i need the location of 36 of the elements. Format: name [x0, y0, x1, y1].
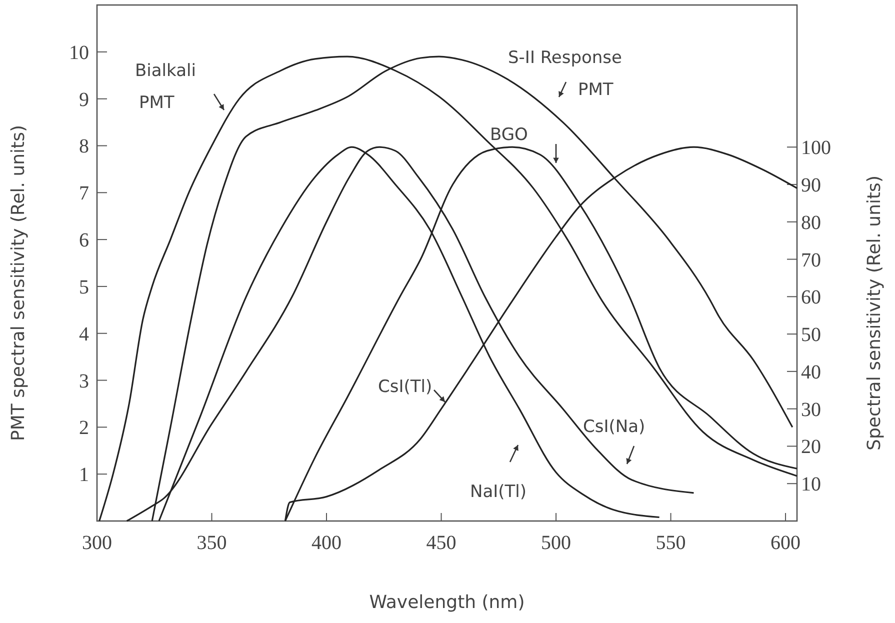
x-tick-label: 450: [426, 532, 456, 554]
y2-tick-label: 80: [801, 212, 821, 234]
y2-tick-label: 40: [801, 361, 821, 384]
y-tick-label: 1: [79, 464, 89, 486]
y-tick-label: 8: [79, 136, 89, 158]
x-tick-label: 350: [196, 532, 227, 554]
y2-tick-label: 70: [801, 249, 821, 272]
x-tick-label: 600: [770, 532, 801, 554]
y2-tick-label: 30: [801, 398, 821, 421]
y-tick-label: 9: [79, 88, 89, 111]
y-tick-label: 3: [79, 370, 89, 392]
y2-axis-title: Spectral sensitivity (Rel. units): [864, 176, 885, 450]
y2-tick-label: 10: [801, 474, 821, 496]
y-tick-label: 4: [79, 323, 89, 346]
y-tick-label: 5: [79, 276, 89, 298]
x-tick-label: 300: [82, 532, 112, 554]
series-label: CsI(Tl): [378, 377, 432, 397]
x-tick-label: 400: [312, 532, 342, 554]
series-label: NaI(Tl): [470, 482, 527, 502]
y-tick-label: 7: [79, 182, 89, 205]
y-tick-label: 6: [79, 230, 89, 252]
x-tick-label: 500: [541, 532, 572, 554]
y-axis-title: PMT spectral sensitivity (Rel. units): [8, 125, 29, 441]
y2-tick-label: 50: [801, 324, 821, 346]
y2-tick-label: 60: [801, 286, 821, 309]
y2-tick-label: 100: [801, 137, 831, 160]
x-tick-label: 550: [656, 532, 686, 554]
x-axis-title: Wavelength (nm): [369, 592, 525, 613]
y2-tick-label: 90: [801, 174, 821, 196]
y-tick-label: 2: [79, 417, 89, 440]
series-label: BGO: [490, 125, 528, 145]
series-label: CsI(Na): [583, 417, 646, 437]
y2-tick-label: 20: [801, 436, 821, 458]
y-tick-label: 10: [69, 42, 89, 64]
series-label: S-II Response PMT: [508, 48, 622, 100]
series-label: Bialkali PMT: [135, 61, 196, 113]
